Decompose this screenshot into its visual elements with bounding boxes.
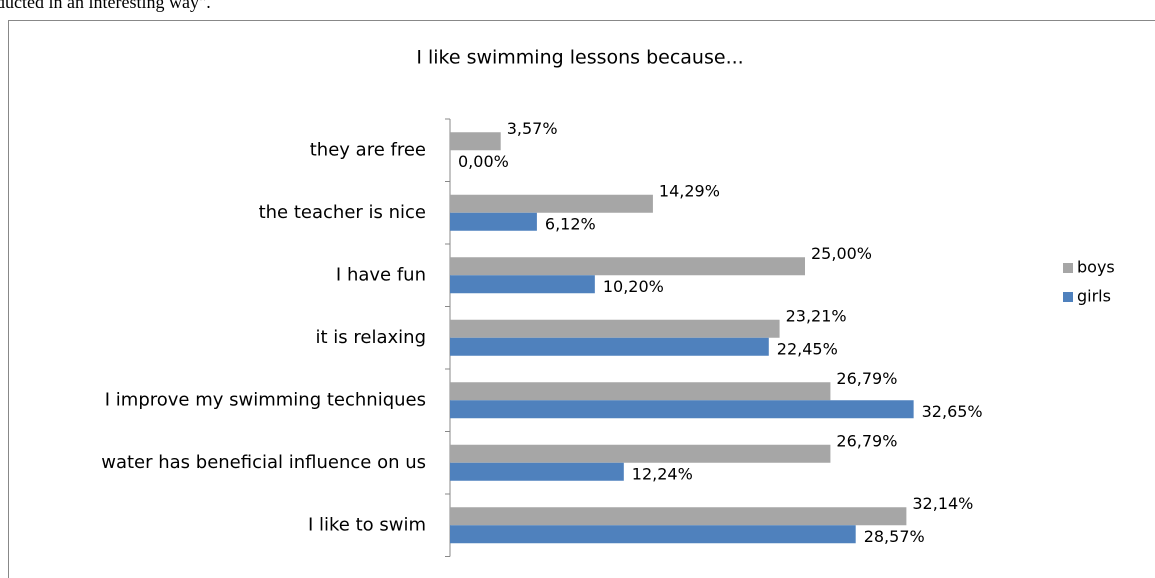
category-label: I improve my swimming techniques: [105, 389, 426, 410]
caption: ducted in an interesting way".: [0, 0, 211, 12]
data-label: 3,57%: [507, 119, 558, 138]
category-label: they are free: [310, 139, 426, 160]
data-label: 23,21%: [786, 306, 847, 325]
bar: [450, 257, 805, 276]
data-label: 14,29%: [659, 181, 720, 200]
legend-label: boys: [1077, 258, 1115, 277]
chart-border: [8, 20, 1155, 578]
data-label: 6,12%: [545, 214, 596, 233]
category-label: I have fun: [336, 264, 426, 285]
chart-title: I like swimming lessons because...: [416, 47, 743, 69]
data-label: 32,65%: [922, 402, 983, 421]
bar: [450, 462, 624, 481]
bar: [450, 507, 907, 526]
data-label: 26,79%: [836, 431, 897, 450]
data-label: 12,24%: [632, 464, 693, 483]
category-label: it is relaxing: [316, 327, 426, 348]
bar: [450, 212, 537, 231]
legend-label: girls: [1077, 287, 1111, 306]
data-label: 22,45%: [777, 339, 838, 358]
bar: [450, 194, 653, 213]
data-label: 26,79%: [836, 369, 897, 388]
bar: [450, 400, 914, 419]
legend-swatch: [1063, 292, 1073, 302]
data-label: 0,00%: [458, 152, 509, 171]
data-label: 25,00%: [811, 244, 872, 263]
legend-swatch: [1063, 263, 1073, 273]
bar: [450, 382, 831, 401]
bar: [450, 132, 501, 151]
category-label: the teacher is nice: [259, 202, 426, 223]
bar: [450, 319, 780, 338]
category-label: I like to swim: [308, 514, 426, 535]
data-label: 28,57%: [864, 527, 925, 546]
data-label: 32,14%: [912, 494, 973, 513]
bar: [450, 525, 856, 544]
category-label: water has beneficial influence on us: [101, 452, 426, 473]
data-label: 10,20%: [603, 277, 664, 296]
bar: [450, 444, 831, 463]
bar: [450, 275, 595, 294]
bar: [450, 337, 769, 356]
